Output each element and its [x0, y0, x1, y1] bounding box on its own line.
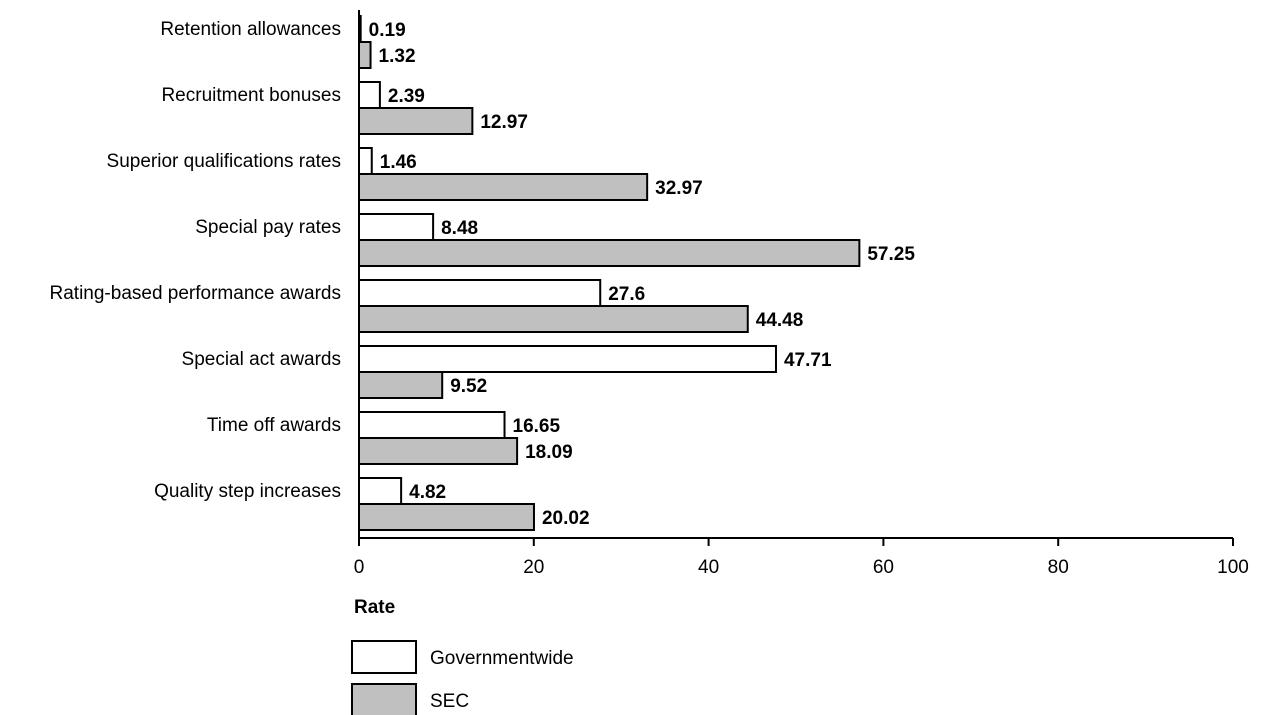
value-label: 9.52	[450, 376, 487, 397]
legend-swatch-sec	[351, 683, 417, 715]
x-tick-label: 0	[354, 557, 365, 578]
bar-governmentwide	[358, 213, 435, 241]
value-labels: 0.19 1.32 2.39 12.97 1.46 32.97 8.48 57.25 27.6 4…	[369, 20, 916, 529]
legend-swatch-governmentwide	[351, 640, 417, 674]
category-label: Time off awards	[207, 415, 341, 436]
bars	[358, 15, 861, 531]
value-label: 20.02	[542, 508, 590, 529]
value-label: 27.6	[608, 284, 645, 305]
bar-sec	[358, 107, 474, 135]
category-label: Special act awards	[182, 349, 341, 370]
category-label: Special pay rates	[195, 217, 341, 238]
bar-sec	[358, 437, 519, 465]
value-label: 12.97	[480, 112, 528, 133]
value-label: 2.39	[388, 86, 425, 107]
legend-label: Governmentwide	[430, 648, 574, 669]
value-label: 0.19	[369, 20, 406, 41]
x-tick-label: 20	[523, 557, 544, 578]
legend: Governmentwide SEC	[351, 640, 574, 715]
value-label: 16.65	[513, 416, 561, 437]
legend-label: SEC	[430, 691, 469, 712]
x-tick-label: 40	[698, 557, 719, 578]
bar-sec	[358, 41, 372, 69]
value-label: 4.82	[409, 482, 446, 503]
bar-governmentwide	[358, 81, 381, 109]
value-label: 32.97	[655, 178, 703, 199]
bar-sec	[358, 239, 861, 267]
bar-sec	[358, 305, 749, 333]
category-label: Retention allowances	[160, 19, 341, 40]
bar-governmentwide	[358, 411, 506, 439]
value-label: 44.48	[756, 310, 804, 331]
bar-governmentwide	[358, 345, 777, 373]
value-label: 18.09	[525, 442, 573, 463]
category-label: Rating-based performance awards	[50, 283, 342, 304]
x-axis-title: Rate	[354, 597, 395, 618]
value-label: 8.48	[441, 218, 478, 239]
category-label: Superior qualifications rates	[107, 151, 341, 172]
x-tick-label: 60	[873, 557, 894, 578]
category-label: Recruitment bonuses	[161, 85, 341, 106]
bar-governmentwide	[358, 147, 373, 175]
bar-sec	[358, 371, 444, 399]
value-label: 47.71	[784, 350, 832, 371]
value-label: 57.25	[867, 244, 915, 265]
value-label: 1.32	[379, 46, 416, 67]
x-tick-label: 80	[1048, 557, 1069, 578]
category-label: Quality step increases	[154, 481, 341, 502]
bar-sec	[358, 503, 535, 531]
bar-governmentwide	[358, 279, 602, 307]
category-labels: Retention allowances Recruitment bonuses S…	[50, 19, 342, 502]
x-tick-label: 100	[1217, 557, 1249, 578]
bar-sec	[358, 173, 649, 201]
axes: 0 20 40 60 80 100	[354, 10, 1249, 578]
value-label: 1.46	[380, 152, 417, 173]
bar-governmentwide	[358, 477, 403, 505]
